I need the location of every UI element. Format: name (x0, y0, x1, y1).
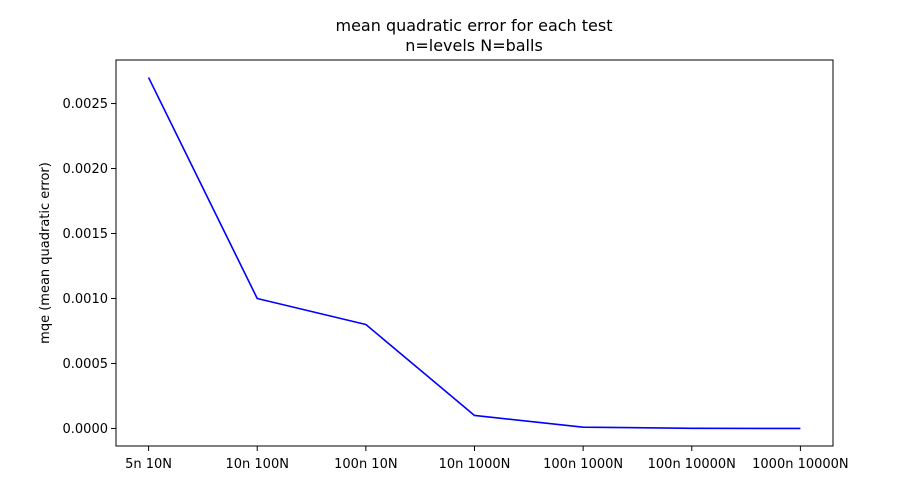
x-tick-label: 100n 10N (334, 457, 397, 472)
y-tick-label: 0.0025 (63, 97, 109, 112)
y-axis-label: mqe (mean quadratic error) (38, 162, 53, 344)
chart-marks: 5n 10N 10n 100N 100n 10N 10n 1000N 100n 1000… (63, 77, 849, 472)
x-tick-label: 5n 10N (125, 457, 172, 472)
x-tick-label: 100n 1000N (543, 457, 623, 472)
y-tick-label: 0.0010 (63, 292, 109, 307)
y-tick-label: 0.0000 (63, 422, 109, 437)
x-tick-label: 10n 100N (226, 457, 289, 472)
chart-subtitle: n=levels N=balls (405, 36, 543, 55)
y-tick-label: 0.0020 (63, 162, 109, 177)
series-line (147, 77, 801, 430)
x-tick-label: 10n 1000N (439, 457, 511, 472)
y-tick-label: 0.0015 (63, 227, 109, 242)
y-tick-label: 0.0005 (63, 357, 109, 372)
x-tick-label: 100n 10000N (648, 457, 736, 472)
plot-area (115, 59, 834, 447)
x-tick-label: 1000n 10000N (752, 457, 849, 472)
chart-title: mean quadratic error for each test (335, 16, 612, 35)
